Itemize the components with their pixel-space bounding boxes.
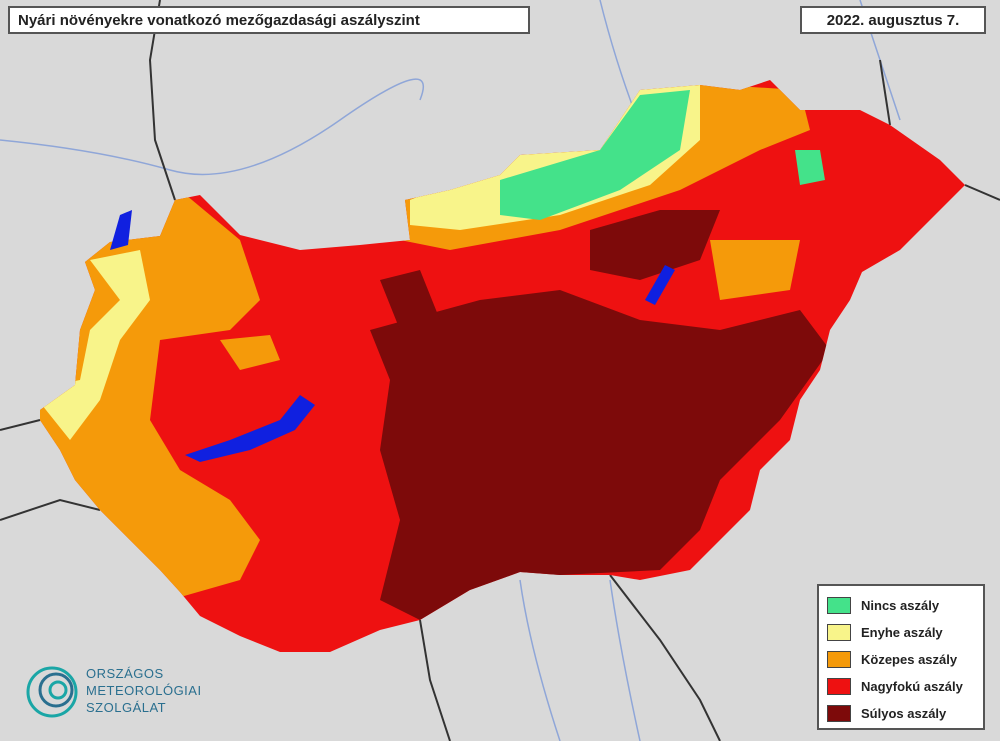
legend-swatch — [827, 651, 851, 668]
map-date: 2022. augusztus 7. — [800, 6, 986, 34]
legend-swatch — [827, 705, 851, 722]
legend-swatch — [827, 624, 851, 641]
zone-none — [795, 150, 825, 185]
logo-text: SZOLGÁLAT — [86, 700, 167, 715]
lake-balaton — [185, 395, 315, 462]
legend-label: Enyhe aszály — [861, 625, 943, 640]
legend-swatch — [827, 678, 851, 695]
lake-tisza — [645, 265, 675, 305]
lake-neusiedl — [110, 210, 132, 250]
zone-moderate — [220, 335, 280, 370]
legend-item: Közepes aszály — [827, 646, 975, 673]
legend-swatch — [827, 597, 851, 614]
zone-extreme — [590, 210, 720, 280]
logo-mark — [26, 666, 78, 718]
logo-text: ORSZÁGOS — [86, 666, 164, 681]
legend-label: Közepes aszály — [861, 652, 958, 667]
logo-text: METEOROLÓGIAI — [86, 683, 202, 698]
legend-item: Enyhe aszály — [827, 619, 975, 646]
map-title: Nyári növényekre vonatkozó mezőgazdasági… — [8, 6, 530, 34]
legend-item: Súlyos aszály — [827, 700, 975, 727]
legend-label: Súlyos aszály — [861, 706, 947, 721]
zone-moderate — [710, 240, 800, 300]
legend-label: Nincs aszály — [861, 598, 940, 613]
zone-extreme — [370, 290, 830, 620]
legend-item: Nagyfokú aszály — [827, 673, 975, 700]
legend-label: Nagyfokú aszály — [861, 679, 963, 694]
logo: ORSZÁGOS METEOROLÓGIAI SZOLGÁLAT — [28, 660, 218, 724]
legend: Nincs aszály Enyhe aszály Közepes aszály Na… — [817, 584, 985, 730]
zone-extreme — [380, 270, 440, 330]
zone-none — [500, 90, 690, 220]
legend-item: Nincs aszály — [827, 592, 975, 619]
